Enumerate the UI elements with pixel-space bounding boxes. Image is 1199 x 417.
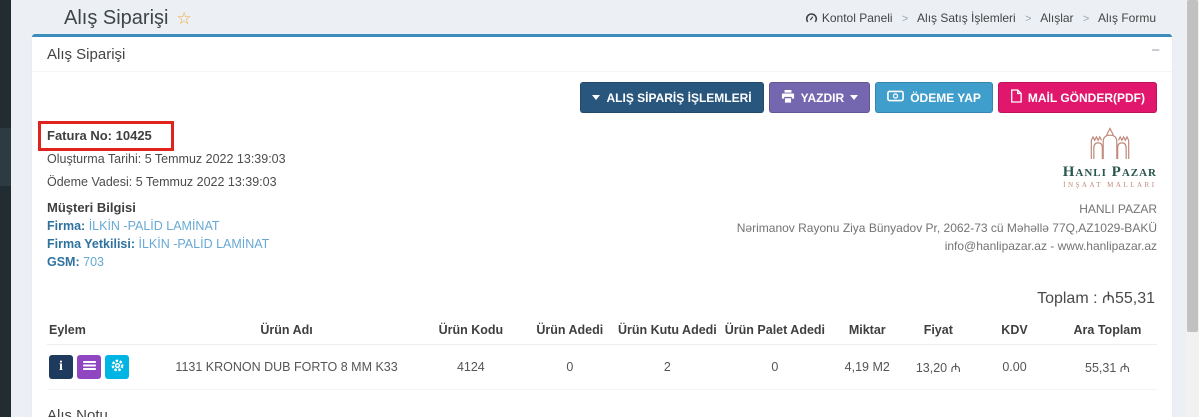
breadcrumb-item-2[interactable]: Alışlar [1040, 11, 1074, 25]
col-subtotal: Ara Toplam [1057, 316, 1157, 346]
main-content: Alış Siparişi ☆ Kontol Paneli > Alış Satı… [11, 0, 1186, 417]
created-value: 5 Temmuz 2022 13:39:03 [144, 152, 286, 166]
cell-product-name: 1131 KRONON DUB FORTO 8 MM K33 [157, 344, 417, 391]
gsm-line: GSM: 703 [47, 253, 286, 271]
firm-value: İLKİN -PALİD LAMİNAT [88, 219, 220, 233]
grand-total-label: Toplam : [1037, 290, 1098, 308]
col-amount: Miktar [829, 316, 906, 346]
customer-info-heading: Müşteri Bilgisi [47, 200, 136, 215]
col-vat: KDV [971, 316, 1058, 346]
collapse-panel-button[interactable]: − [1151, 42, 1160, 59]
order-actions-dropdown-button[interactable]: ALIŞ SİPARİŞ İŞLEMLERİ [580, 82, 764, 113]
company-info: Hanlı Pazar İNŞAAT MALLARI HANLI PAZAR N… [737, 121, 1157, 271]
col-product-qty: Ürün Adedi [525, 316, 614, 346]
vertical-scrollbar[interactable] [1186, 0, 1199, 417]
col-box-qty: Ürün Kutu Adedi [613, 316, 721, 346]
favorite-star-icon[interactable]: ☆ [176, 9, 192, 28]
cell-amount: 4,19 M2 [829, 344, 906, 391]
invoice-number-annotation-box: Fatura No: 10425 [38, 121, 174, 151]
breadcrumb-home[interactable]: Kontol Paneli [821, 11, 893, 25]
grand-total: Toplam : ₼55,31 [49, 286, 1155, 308]
chevron-down-icon [592, 95, 601, 100]
breadcrumb-separator: > [901, 13, 909, 25]
cell-product-qty: 0 [525, 344, 614, 391]
banknote-icon [887, 90, 905, 105]
row-list-button[interactable] [77, 355, 101, 380]
gsm-value: 703 [83, 255, 104, 270]
page-title-wrap: Alış Siparişi ☆ [64, 6, 192, 30]
order-actions-label: ALIŞ SİPARİŞ İŞLEMLERİ [606, 90, 752, 105]
row-info-button[interactable]: i [49, 355, 73, 380]
mail-label: MAİL GÖNDER(PDF) [1027, 90, 1145, 105]
make-payment-button[interactable]: ÖDEME YAP [875, 82, 993, 113]
panel-title: Alış Siparişi [47, 46, 126, 63]
dashboard-icon [805, 12, 818, 27]
list-icon [82, 359, 96, 375]
gear-icon [110, 358, 125, 376]
due-date-line: Ödeme Vadesi: 5 Temmuz 2022 13:39:03 [47, 175, 286, 189]
arch-logo-icon [1090, 127, 1130, 159]
scrollbar-thumb[interactable] [1187, 0, 1198, 332]
printer-icon [781, 89, 795, 106]
company-address: Nərimanov Rayonu Ziya Bünyadov Pr, 2062-… [736, 220, 1157, 235]
company-logo: Hanlı Pazar İNŞAAT MALLARI [1063, 125, 1157, 191]
toolbar: ALIŞ SİPARİŞ İŞLEMLERİ YAZDIR ÖDEME YAP [47, 82, 1157, 113]
table-header-row: Eylem Ürün Adı Ürün Kodu Ürün Adedi Ürün… [47, 316, 1157, 346]
collapsed-sidebar[interactable] [0, 0, 11, 417]
print-dropdown-button[interactable]: YAZDIR [768, 82, 871, 113]
col-action: Eylem [47, 316, 158, 346]
page-title: Alış Siparişi [64, 7, 169, 29]
sidebar-item-hint [0, 128, 11, 186]
chevron-down-icon [850, 95, 859, 100]
pay-label: ÖDEME YAP [910, 90, 981, 105]
logo-name: Hanlı Pazar [1062, 163, 1157, 180]
firm-line: Firma: İLKİN -PALİD LAMİNAT [47, 217, 286, 235]
cell-pallet-qty: 0 [720, 344, 830, 391]
row-settings-button[interactable] [105, 355, 129, 380]
gsm-label: GSM: [47, 255, 80, 270]
company-contact-line: info@hanlipazar.az - www.hanlipazar.az [944, 239, 1157, 254]
col-price: Fiyat [905, 316, 972, 346]
table-row: i [47, 344, 1157, 391]
breadcrumb-item-3: Alış Formu [1097, 11, 1156, 25]
col-pallet-qty: Ürün Palet Adedi [720, 316, 830, 346]
invoice-meta: Fatura No: 10425 Oluşturma Tarihi: 5 Tem… [38, 121, 286, 271]
cell-subtotal: 55,31 ₼ [1057, 344, 1157, 391]
grand-total-value: ₼55,31 [1102, 290, 1155, 308]
cell-product-code: 4124 [416, 344, 526, 391]
due-value: 5 Temmuz 2022 13:39:03 [135, 175, 277, 189]
logo-subtitle: İNŞAAT MALLARI [1063, 181, 1157, 190]
firm-contact-label: Firma Yetkilisi: [47, 237, 136, 252]
col-product-name: Ürün Adı [157, 316, 417, 346]
cell-vat: 0.00 [971, 344, 1058, 391]
row-actions: i [49, 355, 153, 380]
firm-contact-value: İLKİN -PALİD LAMİNAT [138, 237, 270, 252]
content-header: Alış Siparişi ☆ Kontol Paneli > Alış Satı… [11, 0, 1186, 34]
send-mail-pdf-button[interactable]: MAİL GÖNDER(PDF) [997, 82, 1157, 113]
breadcrumb-item-1[interactable]: Alış Satış İşlemleri [917, 11, 1016, 25]
breadcrumb-separator: > [1025, 13, 1032, 25]
invoice-no-value: 10425 [115, 128, 152, 143]
info-icon: i [59, 359, 63, 375]
breadcrumb: Kontol Paneli > Alış Satış İşlemleri > A… [805, 11, 1156, 27]
breadcrumb-separator: > [1082, 13, 1090, 25]
firm-label: Firma: [47, 219, 86, 233]
cell-box-qty: 2 [613, 344, 721, 391]
company-name: HANLI PAZAR [1079, 202, 1157, 217]
pdf-file-icon [1010, 89, 1022, 106]
firm-contact-line: Firma Yetkilisi: İLKİN -PALİD LAMİNAT [47, 235, 286, 253]
cell-price: 13,20 ₼ [905, 344, 972, 391]
created-date-line: Oluşturma Tarihi: 5 Temmuz 2022 13:39:03 [47, 152, 286, 166]
panel-body: ALIŞ SİPARİŞ İŞLEMLERİ YAZDIR ÖDEME YAP [32, 72, 1172, 417]
due-label: Ödeme Vadesi: [47, 175, 133, 189]
invoice-no-label: Fatura No: [47, 128, 112, 143]
invoice-info-section: Fatura No: 10425 Oluşturma Tarihi: 5 Tem… [38, 121, 1157, 271]
items-table: Eylem Ürün Adı Ürün Kodu Ürün Adedi Ürün… [47, 316, 1157, 391]
print-label: YAZDIR [800, 90, 845, 105]
panel-header: Alış Siparişi − [32, 37, 1172, 72]
purchase-order-panel: Alış Siparişi − ALIŞ SİPARİŞ İŞLEMLERİ Y… [32, 34, 1172, 417]
created-label: Oluşturma Tarihi: [47, 152, 142, 166]
col-product-code: Ürün Kodu [416, 316, 526, 346]
purchase-note-heading: Alış Notu [47, 407, 108, 417]
